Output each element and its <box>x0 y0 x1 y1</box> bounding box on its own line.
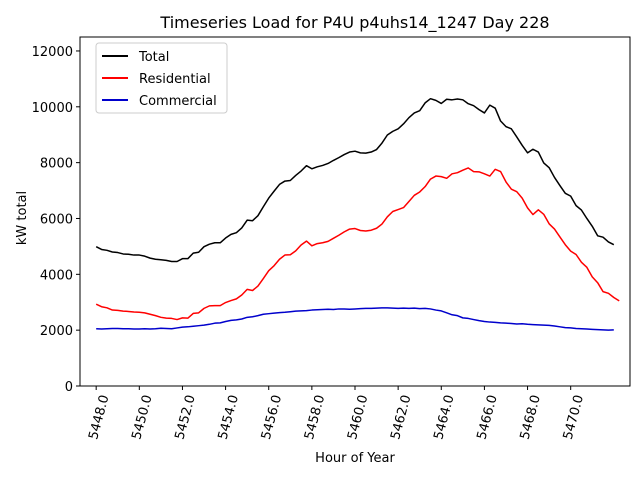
x-axis-label: Hour of Year <box>315 451 395 466</box>
y-tick-label: 4000 <box>40 268 73 283</box>
series-line-total <box>95 97 615 263</box>
legend-label-residential: Residential <box>139 72 211 87</box>
legend: Total Residential Commercial <box>95 42 228 114</box>
y-tick-label: 12000 <box>32 45 73 60</box>
x-tick-label: 5464.0 <box>431 393 457 441</box>
series-layer <box>95 97 620 331</box>
chart-title: Timeseries Load for P4U p4uhs14_1247 Day… <box>159 13 549 33</box>
y-tick-label: 6000 <box>40 212 73 227</box>
legend-box <box>95 42 228 114</box>
series-line-commercial <box>96 307 614 331</box>
x-tick-label: 5468.0 <box>518 393 544 441</box>
y-tick-label: 2000 <box>40 324 73 339</box>
legend-label-commercial: Commercial <box>139 94 217 109</box>
x-tick-label: 5452.0 <box>173 393 199 441</box>
x-tick-label: 5450.0 <box>129 393 155 441</box>
legend-label-total: Total <box>138 50 169 65</box>
y-axis-label: kW total <box>15 191 30 245</box>
x-axis-ticks: 5448.0 5450.0 5452.0 5454.0 5456.0 5458.0 5460… <box>86 386 587 441</box>
x-tick-label: 5470.0 <box>561 393 587 441</box>
x-tick-label: 5454.0 <box>216 393 242 441</box>
x-tick-label: 5448.0 <box>86 393 112 441</box>
y-tick-label: 8000 <box>40 157 73 172</box>
y-tick-label: 10000 <box>32 101 73 116</box>
x-tick-label: 5456.0 <box>259 393 285 441</box>
y-tick-label: 0 <box>65 380 73 395</box>
x-tick-label: 5466.0 <box>475 393 501 441</box>
series-line-residential <box>95 167 620 321</box>
x-tick-label: 5460.0 <box>345 393 371 441</box>
x-tick-label: 5458.0 <box>302 393 328 441</box>
x-tick-label: 5462.0 <box>388 393 414 441</box>
y-axis-ticks: 0 2000 4000 6000 8000 10000 12000 <box>32 45 80 395</box>
